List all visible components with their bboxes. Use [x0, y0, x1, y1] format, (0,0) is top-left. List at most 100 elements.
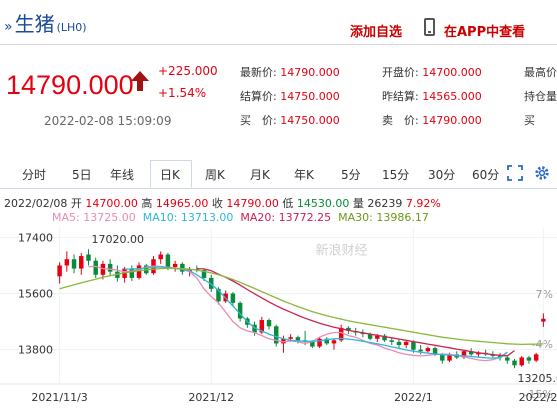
- period-tabs: 分时 5日 年线 日K 周K 月K 年K 5分 15分 30分 60分: [0, 160, 557, 189]
- candle-body: [93, 260, 98, 275]
- candle-body: [533, 354, 539, 361]
- candle-body: [396, 341, 402, 345]
- max-price-annotation: 17020.00: [91, 233, 144, 246]
- active-tab-highlight: [150, 160, 192, 188]
- up-arrow-icon: [130, 70, 150, 96]
- ma5-label: MA5: 13725.00: [52, 211, 136, 224]
- candle-body: [382, 335, 387, 341]
- candle-body: [165, 254, 171, 267]
- candle-body: [237, 302, 243, 319]
- ma20-label: MA20: 13772.25: [240, 211, 332, 224]
- contract-code: (LH0): [56, 21, 87, 34]
- candle-body: [331, 340, 337, 344]
- x-tick-label: 2021/11/3: [31, 391, 87, 404]
- title-block: » 生猪 (LH0): [4, 8, 87, 37]
- y-tick-label: 13800: [18, 344, 53, 357]
- candle-body: [209, 277, 214, 289]
- candle-body: [129, 268, 135, 278]
- candle-body: [136, 265, 142, 278]
- candle-body: [468, 351, 474, 355]
- candle-body: [57, 265, 62, 277]
- tab-yearly-k[interactable]: 年K: [294, 168, 314, 182]
- candle-body: [71, 259, 77, 269]
- double-chevron-icon: »: [4, 19, 13, 35]
- ma10-line: [124, 266, 508, 359]
- tab-monthly-k[interactable]: 月K: [250, 168, 270, 182]
- candle-body: [158, 254, 163, 260]
- tab-daily-k[interactable]: 日K: [160, 168, 180, 182]
- last-price: 14790.000: [6, 70, 134, 100]
- candle-body: [505, 357, 510, 361]
- candle-body: [375, 335, 380, 339]
- candle-body: [216, 288, 221, 302]
- y-tick-label: 17400: [18, 231, 53, 244]
- fullscreen-icon[interactable]: [507, 165, 523, 181]
- quote-bid: 买 价: 14750.000: [240, 114, 340, 127]
- tab-yearline[interactable]: 年线: [110, 168, 135, 182]
- tab-5day[interactable]: 5日: [72, 168, 92, 182]
- candle-body: [541, 318, 546, 322]
- candle-body: [180, 263, 185, 272]
- quote-ask: 卖 价: 14790.000: [382, 114, 482, 127]
- tab-15min[interactable]: 15分: [382, 168, 410, 182]
- candle-body: [310, 341, 315, 347]
- view-in-app-button[interactable]: 在APP中查看: [444, 25, 526, 40]
- tab-fenshi[interactable]: 分时: [22, 168, 47, 182]
- candle-body: [411, 341, 416, 350]
- candle-body: [403, 341, 409, 345]
- candle-body: [317, 338, 322, 347]
- candle-body: [172, 263, 178, 267]
- quote-latest: 最新价: 14790.000: [240, 66, 340, 79]
- right-tick-label: 7%: [536, 288, 553, 301]
- candle-body: [461, 351, 467, 358]
- ma30-label: MA30: 13986.17: [338, 211, 429, 224]
- candle-body: [367, 334, 373, 339]
- candle-body: [281, 338, 286, 344]
- add-favorite-button[interactable]: 添加自选: [350, 25, 403, 40]
- candle-body: [512, 360, 517, 366]
- watermark: 新浪财经: [315, 243, 367, 259]
- price-change-percent: +1.54%: [158, 86, 207, 100]
- phone-icon: [424, 18, 435, 36]
- x-tick-label: 2022/1: [394, 391, 433, 404]
- candle-body: [440, 354, 445, 361]
- candle-body: [346, 327, 351, 331]
- candle-body: [324, 338, 330, 344]
- tab-60min[interactable]: 60分: [472, 168, 500, 182]
- candle-body: [273, 326, 279, 344]
- candle-body: [100, 263, 106, 275]
- candle-body: [432, 348, 438, 355]
- candle-body: [86, 254, 91, 261]
- header-divider: [0, 44, 557, 45]
- quote-settle: 结算价: 14750.000: [240, 90, 340, 103]
- price-change: +225.000: [158, 64, 218, 78]
- candle-body: [295, 337, 301, 341]
- candle-body: [230, 293, 236, 303]
- x-tick-label: 2021/12: [188, 391, 234, 404]
- candle-body: [526, 357, 532, 361]
- quote-high: 最高价: [524, 66, 557, 79]
- tab-weekly-k[interactable]: 周K: [205, 168, 225, 182]
- tab-5min[interactable]: 5分: [341, 168, 361, 182]
- ma20-line: [196, 267, 515, 357]
- ma-legend: MA5: 13725.00 MA10: 13713.00 MA20: 13772…: [52, 211, 429, 224]
- right-tick-label: -15%: [525, 388, 553, 401]
- candle-body: [259, 320, 265, 333]
- quote-prev-settle: 昨结算: 14565.000: [382, 90, 482, 103]
- candle-body: [107, 263, 113, 272]
- candle-body: [476, 352, 481, 355]
- quote-bid-vol: 买: [524, 114, 535, 127]
- x-tick-label: 2022/2/8: [519, 391, 557, 404]
- y-tick-label: 15600: [18, 288, 53, 301]
- tab-30min[interactable]: 30分: [428, 168, 456, 182]
- candle-body: [252, 324, 257, 333]
- ohlc-readout: 2022/02/08 开 14700.00 高 14965.00 收 14790…: [4, 197, 441, 210]
- ma10-label: MA10: 13713.00: [142, 211, 234, 224]
- min-price-annotation: 13205.00: [518, 372, 557, 385]
- candle-body: [418, 349, 423, 352]
- settings-icon[interactable]: [533, 164, 551, 182]
- page-title: 生猪: [14, 12, 55, 36]
- ma30-line: [59, 267, 544, 346]
- candle-body: [389, 340, 394, 342]
